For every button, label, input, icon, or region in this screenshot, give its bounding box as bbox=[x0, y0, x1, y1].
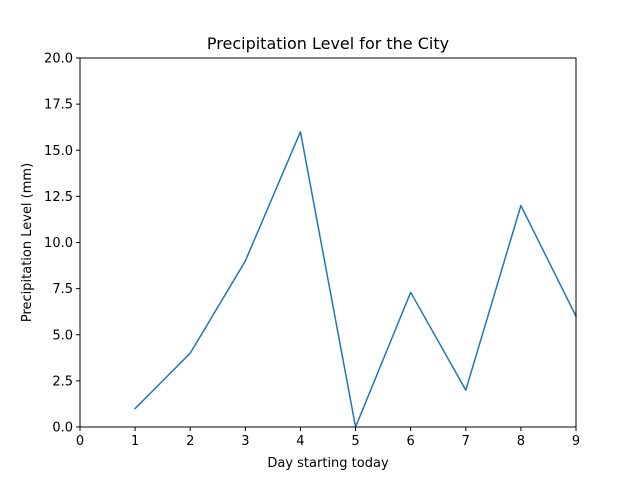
x-tick-label: 4 bbox=[296, 434, 304, 449]
x-tick-label: 5 bbox=[351, 434, 359, 449]
plot-area bbox=[134, 131, 578, 428]
chart-title: Precipitation Level for the City bbox=[207, 34, 449, 53]
x-tick-label: 0 bbox=[76, 434, 84, 449]
y-tick-label: 20.0 bbox=[44, 52, 73, 67]
y-tick-label: 0.0 bbox=[52, 421, 73, 436]
y-tick-label: 10.0 bbox=[44, 236, 73, 251]
x-tick-label: 3 bbox=[241, 434, 249, 449]
x-tick-label: 2 bbox=[186, 434, 194, 449]
y-tick-label: 12.5 bbox=[44, 190, 73, 205]
y-axis: 0.0 2.5 5.0 7.5 10.0 12.5 15.0 17.5 20.0 bbox=[44, 52, 80, 436]
x-axis-label: Day starting today bbox=[267, 456, 389, 471]
y-axis-label: Precipitation Level (mm) bbox=[20, 163, 35, 322]
x-tick-label: 9 bbox=[572, 434, 580, 449]
x-axis: 0 1 2 3 4 5 6 7 8 9 bbox=[76, 427, 580, 449]
x-tick-label: 8 bbox=[517, 434, 525, 449]
y-tick-label: 15.0 bbox=[44, 144, 73, 159]
x-tick-label: 1 bbox=[131, 434, 139, 449]
y-tick-label: 17.5 bbox=[44, 98, 73, 113]
x-tick-label: 6 bbox=[407, 434, 415, 449]
plot-frame bbox=[79, 57, 577, 428]
y-tick-label: 2.5 bbox=[52, 374, 73, 389]
y-tick-label: 5.0 bbox=[52, 328, 73, 343]
x-tick-label: 7 bbox=[462, 434, 470, 449]
y-tick-label: 7.5 bbox=[52, 282, 73, 297]
series-line-0 bbox=[134, 131, 578, 428]
